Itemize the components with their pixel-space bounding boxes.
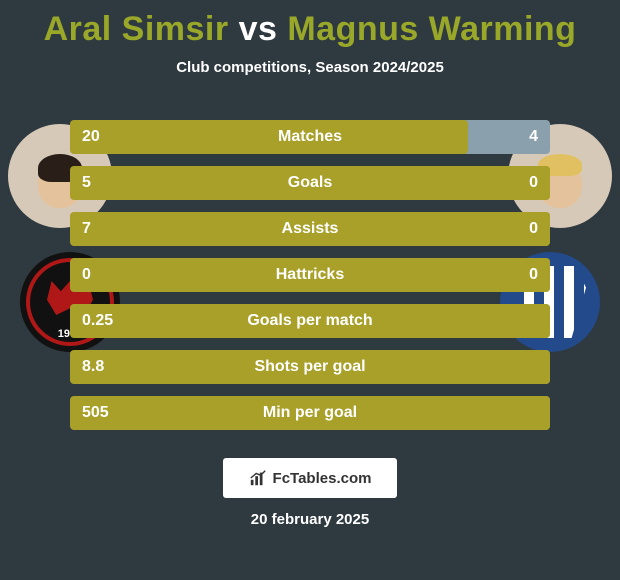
brand-text: FcTables.com [273, 470, 372, 487]
brand-badge: FcTables.com [223, 458, 397, 498]
stat-row: Matches20 4 [70, 120, 550, 154]
stat-label: Matches [70, 120, 550, 154]
title-vs: vs [239, 10, 278, 48]
stat-row: Shots per goal8.8 [70, 350, 550, 384]
stat-row: Goals5 0 [70, 166, 550, 200]
subtitle: Club competitions, Season 2024/2025 [0, 59, 620, 76]
stat-rows: Matches204Goals50Assists70Hattricks00Goa… [0, 120, 620, 442]
page-title: Aral Simsir vs Magnus Warming [0, 0, 620, 49]
stat-label: Goals per match [70, 304, 550, 338]
stat-value-left: 8.8 [82, 350, 104, 384]
stat-value-left: 0 [82, 258, 91, 292]
stat-row: Goals per match0.25 [70, 304, 550, 338]
stat-label: Hattricks [70, 258, 550, 292]
stat-label: Shots per goal [70, 350, 550, 384]
date-text: 20 february 2025 [0, 511, 620, 528]
stat-value-right: 0 [529, 212, 538, 246]
chart-icon [249, 469, 267, 487]
stat-label: Assists [70, 212, 550, 246]
stat-value-left: 20 [82, 120, 100, 154]
stat-value-right: 4 [529, 120, 538, 154]
stat-label: Goals [70, 166, 550, 200]
stat-value-right: 0 [529, 166, 538, 200]
stat-value-left: 5 [82, 166, 91, 200]
stat-row: Assists7 0 [70, 212, 550, 246]
stat-value-left: 505 [82, 396, 109, 430]
title-player1: Aral Simsir [44, 10, 229, 48]
stat-value-left: 7 [82, 212, 91, 246]
title-player2: Magnus Warming [287, 10, 576, 48]
stat-row: Hattricks0 0 [70, 258, 550, 292]
stat-value-right: 0 [529, 258, 538, 292]
stat-row: Min per goal505 [70, 396, 550, 430]
stat-value-left: 0.25 [82, 304, 113, 338]
comparison-card: Aral Simsir vs Magnus Warming Club compe… [0, 0, 620, 580]
stat-label: Min per goal [70, 396, 550, 430]
